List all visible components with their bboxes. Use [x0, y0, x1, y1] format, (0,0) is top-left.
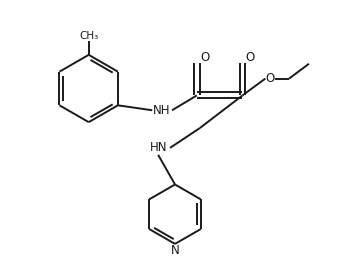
Text: O: O: [266, 72, 275, 85]
Text: CH₃: CH₃: [79, 31, 98, 41]
Text: O: O: [200, 51, 210, 64]
Text: NH: NH: [153, 104, 171, 117]
Text: O: O: [246, 51, 255, 64]
Text: N: N: [171, 244, 179, 257]
Text: HN: HN: [149, 141, 167, 154]
